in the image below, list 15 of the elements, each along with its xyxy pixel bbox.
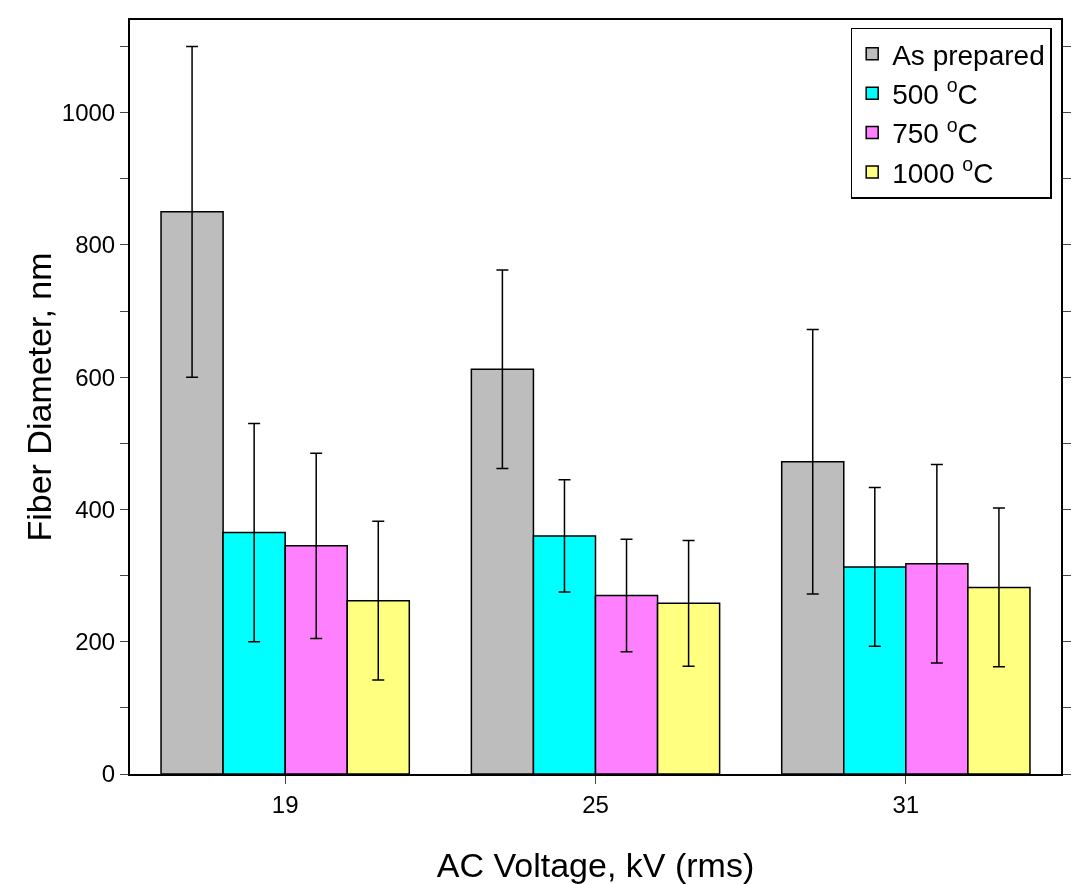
y-tick-label: 0 xyxy=(101,760,116,788)
x-tick-label: 31 xyxy=(892,790,920,818)
x-tick-label: 25 xyxy=(582,790,609,818)
legend-label: 500 $^{o}$C xyxy=(892,74,978,111)
legend-label: As prepared xyxy=(892,39,1045,71)
y-tick-label: 600 xyxy=(75,363,116,391)
x-axis-title: AC Voltage, kV (rms) xyxy=(436,846,755,884)
y-axis-title: Fiber Diameter, nm xyxy=(20,252,58,542)
legend-label: 750 $^{o}$C xyxy=(892,113,978,150)
y-tick-label: 1000 xyxy=(61,99,116,126)
y-tick-label: 800 xyxy=(75,231,116,259)
x-tick-label: 19 xyxy=(271,790,299,818)
legend-label: 1000 $^{o}$C xyxy=(892,153,994,189)
y-tick-label: 400 xyxy=(75,495,116,523)
y-tick-label: 200 xyxy=(75,628,116,656)
